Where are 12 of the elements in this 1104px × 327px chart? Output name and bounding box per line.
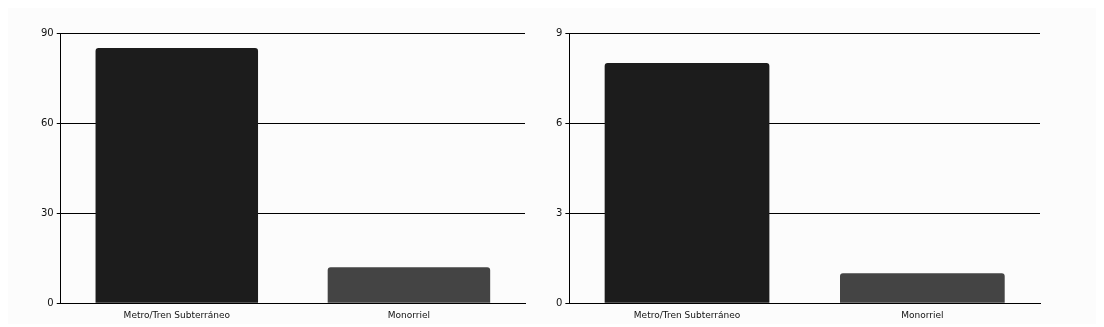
y-tick-label: 9 bbox=[555, 26, 563, 38]
y-tick-label: 0 bbox=[47, 296, 54, 308]
x-tick-label: Metro/Tren Subterráneo bbox=[633, 309, 741, 320]
x-tick-label: Monorriel bbox=[387, 309, 431, 320]
y-tick-label: 30 bbox=[40, 206, 54, 218]
y-tick-label: 90 bbox=[40, 26, 54, 38]
y-tick-label: 0 bbox=[555, 296, 563, 308]
y-tick-label: 3 bbox=[555, 206, 563, 218]
x-tick-label: Monorriel bbox=[901, 309, 944, 320]
y-tick-label: 6 bbox=[555, 116, 563, 128]
x-tick-label: Metro/Tren Subterráneo bbox=[123, 309, 231, 320]
y-tick-label: 60 bbox=[40, 116, 54, 128]
